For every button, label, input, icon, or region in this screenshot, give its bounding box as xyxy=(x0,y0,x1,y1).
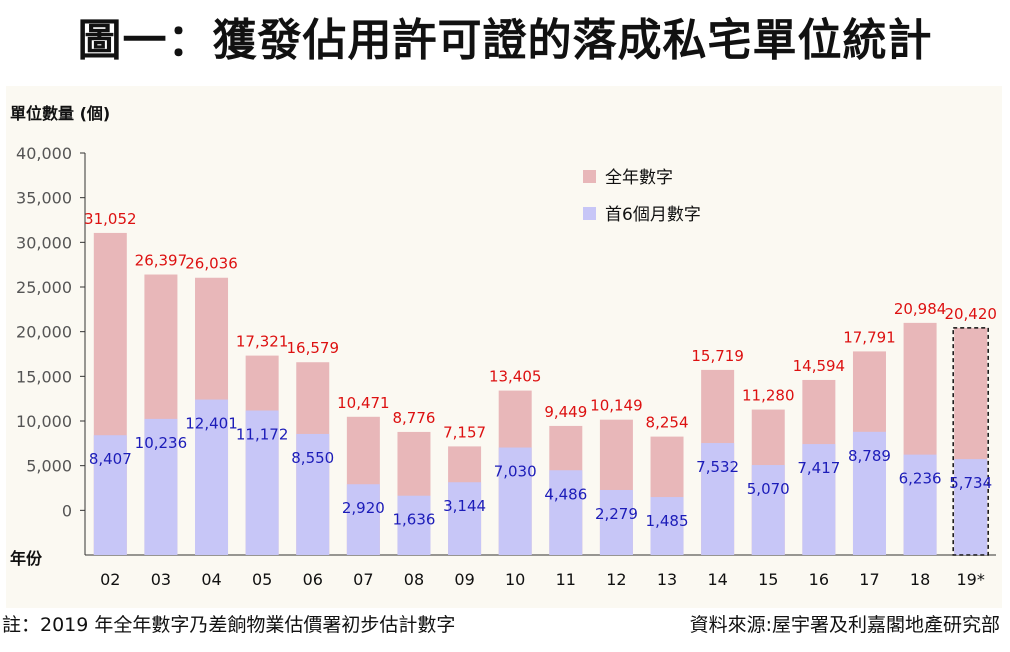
bar-first-half xyxy=(448,482,482,555)
first-half-data-label: 5,734 xyxy=(949,474,992,492)
full-year-data-label: 17,791 xyxy=(843,328,896,346)
first-half-data-label: 8,789 xyxy=(848,447,891,465)
legend-label-full-year: 全年數字 xyxy=(605,168,673,188)
x-tick-label: 04 xyxy=(201,570,221,589)
y-tick-label: 25,000 xyxy=(16,278,72,297)
first-half-data-label: 12,401 xyxy=(185,415,238,433)
full-year-data-label: 20,420 xyxy=(944,305,997,323)
bar-first-half xyxy=(498,447,532,555)
first-half-data-label: 4,486 xyxy=(544,485,587,503)
first-half-data-label: 8,550 xyxy=(291,449,334,467)
y-tick-label: 40,000 xyxy=(16,144,72,163)
bar-first-half xyxy=(549,470,583,555)
x-tick-label: 19* xyxy=(957,570,985,589)
full-year-data-label: 26,036 xyxy=(185,255,238,273)
bar-first-half xyxy=(144,418,178,555)
legend-swatch-full-year xyxy=(583,170,596,183)
bar-first-half xyxy=(650,497,684,555)
full-year-data-label: 10,471 xyxy=(337,394,390,412)
source-note: 資料來源:屋宇署及利嘉閣地產研究部 xyxy=(689,614,1000,636)
first-half-data-label: 3,144 xyxy=(443,497,486,515)
x-tick-label: 17 xyxy=(859,570,879,589)
full-year-data-label: 15,719 xyxy=(691,347,744,365)
y-tick-label: 0 xyxy=(62,501,72,520)
full-year-data-label: 13,405 xyxy=(489,368,542,386)
first-half-data-label: 7,417 xyxy=(797,459,840,477)
bar-first-half xyxy=(751,465,785,555)
bar-first-half xyxy=(802,444,836,555)
estimate-outline xyxy=(952,327,989,556)
full-year-data-label: 7,157 xyxy=(443,423,486,441)
bar-first-half xyxy=(346,484,380,555)
bar-first-half xyxy=(93,435,127,555)
x-tick-label: 10 xyxy=(505,570,525,589)
bar-first-half xyxy=(296,433,330,555)
full-year-data-label: 8,776 xyxy=(392,409,435,427)
x-tick-label: 18 xyxy=(910,570,930,589)
x-tick-label: 07 xyxy=(353,570,373,589)
x-tick-label: 03 xyxy=(151,570,171,589)
bar-first-half xyxy=(397,495,431,555)
bar-first-half xyxy=(852,431,886,555)
first-half-data-label: 1,636 xyxy=(392,511,435,529)
bar-chart: 單位數量 (個) 年份 0 5,000 10,000 15,000 20,000 25,000… xyxy=(10,104,997,589)
full-year-data-label: 9,449 xyxy=(544,403,587,421)
bar-first-half xyxy=(245,410,279,555)
y-tick-label: 30,000 xyxy=(16,233,72,252)
chart-panel: 單位數量 (個) 年份 0 5,000 10,000 15,000 20,000 25,000… xyxy=(6,86,1002,608)
y-tick-label: 10,000 xyxy=(16,412,72,431)
x-tick-label: 02 xyxy=(100,570,120,589)
legend-label-first-half: 首6個月數字 xyxy=(605,205,701,225)
first-half-data-label: 7,532 xyxy=(696,458,739,476)
x-tick-label: 06 xyxy=(303,570,323,589)
chart-title: 圖一：獲發佔用許可證的落成私宅單位統計 xyxy=(77,15,933,66)
x-tick-label: 16 xyxy=(809,570,829,589)
legend-swatch-first-half xyxy=(583,207,596,220)
y-tick-label: 15,000 xyxy=(16,367,72,386)
x-axis-label: 年份 xyxy=(10,549,43,568)
first-half-data-label: 7,030 xyxy=(494,463,537,481)
x-tick-label: 09 xyxy=(454,570,474,589)
first-half-data-label: 10,236 xyxy=(135,434,188,452)
full-year-data-label: 26,397 xyxy=(135,252,188,270)
x-tick-label: 12 xyxy=(606,570,626,589)
full-year-data-label: 20,984 xyxy=(894,300,947,318)
x-tick-label: 11 xyxy=(556,570,576,589)
first-half-data-label: 1,485 xyxy=(646,512,689,530)
x-tick-label: 05 xyxy=(252,570,272,589)
bar-first-half xyxy=(954,459,988,555)
y-tick-label: 35,000 xyxy=(16,189,72,208)
bar-first-half xyxy=(701,443,735,555)
x-tick-label: 13 xyxy=(657,570,677,589)
full-year-data-label: 17,321 xyxy=(236,333,289,351)
first-half-data-label: 5,070 xyxy=(747,480,790,498)
bar-first-half xyxy=(195,399,229,555)
y-tick-label: 5,000 xyxy=(26,457,72,476)
x-tick-label: 08 xyxy=(404,570,424,589)
first-half-data-label: 6,236 xyxy=(899,470,942,488)
full-year-data-label: 10,149 xyxy=(590,397,643,415)
x-tick-label: 14 xyxy=(707,570,727,589)
x-tick-label: 15 xyxy=(758,570,778,589)
full-year-data-label: 14,594 xyxy=(793,357,846,375)
bar-first-half xyxy=(599,489,633,555)
full-year-data-label: 31,052 xyxy=(84,210,137,228)
y-tick-label: 20,000 xyxy=(16,323,72,342)
first-half-data-label: 11,172 xyxy=(236,426,289,444)
first-half-data-label: 2,920 xyxy=(342,499,385,517)
footnote: 註：2019 年全年數字乃差餉物業估價署初步估計數字 xyxy=(2,614,456,636)
first-half-data-label: 8,407 xyxy=(89,450,132,468)
y-axis-label: 單位數量 (個) xyxy=(10,104,110,123)
bar-first-half xyxy=(903,454,937,555)
full-year-data-label: 8,254 xyxy=(646,414,689,432)
full-year-data-label: 16,579 xyxy=(287,339,340,357)
full-year-data-label: 11,280 xyxy=(742,387,795,405)
first-half-data-label: 2,279 xyxy=(595,505,638,523)
